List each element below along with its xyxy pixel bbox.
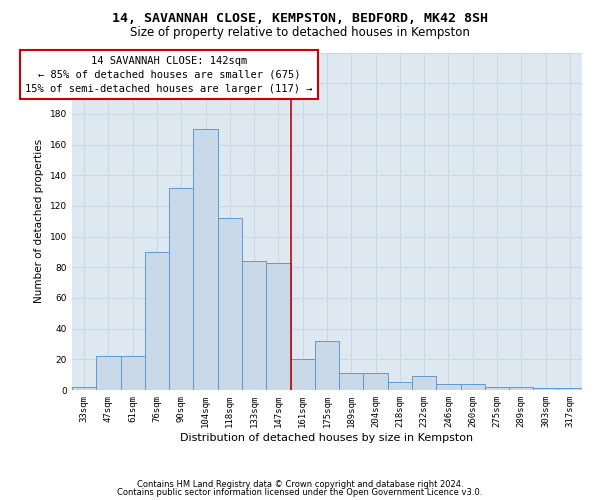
Text: Contains HM Land Registry data © Crown copyright and database right 2024.: Contains HM Land Registry data © Crown c… [137,480,463,489]
Bar [96,356,121,390]
Text: Size of property relative to detached houses in Kempston: Size of property relative to detached ho… [130,26,470,39]
Bar [461,384,485,390]
Bar [193,129,218,390]
Y-axis label: Number of detached properties: Number of detached properties [34,139,44,304]
Bar [509,387,533,390]
Bar [266,262,290,390]
Bar [121,356,145,390]
Bar [485,387,509,390]
Bar [218,218,242,390]
Bar [242,261,266,390]
Text: 14, SAVANNAH CLOSE, KEMPSTON, BEDFORD, MK42 8SH: 14, SAVANNAH CLOSE, KEMPSTON, BEDFORD, M… [112,12,488,26]
Text: 14 SAVANNAH CLOSE: 142sqm
← 85% of detached houses are smaller (675)
15% of semi: 14 SAVANNAH CLOSE: 142sqm ← 85% of detac… [25,56,313,94]
Bar [339,373,364,390]
Bar [558,388,582,390]
Text: Contains public sector information licensed under the Open Government Licence v3: Contains public sector information licen… [118,488,482,497]
Bar [533,388,558,390]
Bar [412,376,436,390]
Bar [364,373,388,390]
Bar [72,387,96,390]
Bar [388,382,412,390]
Bar [290,360,315,390]
X-axis label: Distribution of detached houses by size in Kempston: Distribution of detached houses by size … [181,432,473,442]
Bar [145,252,169,390]
Bar [169,188,193,390]
Bar [436,384,461,390]
Bar [315,341,339,390]
